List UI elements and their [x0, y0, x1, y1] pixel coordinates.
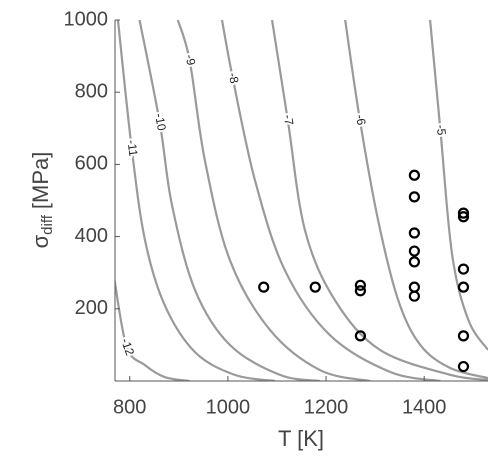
data-point: [457, 211, 470, 223]
data-point: [457, 263, 470, 275]
data-point: [354, 330, 366, 342]
data-point: [457, 207, 470, 219]
data-point: [408, 191, 420, 203]
y-tick-label: 1000: [64, 8, 109, 30]
contour-line: [176, 20, 371, 381]
y-tick-label: 600: [75, 153, 108, 175]
x-tick-label: 1400: [402, 396, 447, 418]
data-point: [408, 256, 420, 268]
contour-layer: [115, 20, 488, 381]
contour-label: -8: [226, 71, 242, 85]
contour-label: -12: [118, 336, 137, 357]
contour-line: [270, 20, 488, 381]
contour-label: -9: [183, 53, 199, 66]
contour-label-layer: -12 -11 -10 -9 -8 -7 -6 -5: [116, 51, 451, 359]
contour-line: [428, 20, 488, 351]
data-point: [258, 281, 270, 293]
x-axis-title: T [K]: [278, 426, 324, 451]
y-axis-unit: [MPa]: [28, 152, 53, 209]
y-tick-label: 200: [75, 297, 108, 319]
scatter-layer: [258, 169, 470, 373]
data-point: [408, 245, 420, 257]
contour-label: -7: [281, 114, 297, 127]
data-point: [408, 169, 420, 181]
contour-label: -5: [434, 124, 449, 136]
contour-line: [138, 20, 321, 381]
data-point: [408, 227, 420, 239]
data-point: [408, 290, 420, 302]
y-axis-subscript: diff: [39, 214, 56, 235]
x-tick-label: 800: [113, 396, 146, 418]
contour-label: -11: [125, 139, 141, 157]
y-axis-symbol: σ: [28, 234, 53, 248]
data-point: [354, 285, 366, 297]
contour-line: [116, 20, 276, 381]
x-tick-label: 1200: [304, 396, 349, 418]
contour-label: -10: [152, 112, 169, 132]
data-point: [408, 281, 420, 293]
axes: 800 1000 1200 1400 200 400 600 800 1000: [64, 8, 488, 418]
contour-line: [115, 279, 190, 381]
y-tick-label: 400: [75, 225, 108, 247]
contour-line: [344, 20, 488, 380]
data-point: [309, 281, 321, 293]
y-tick-label: 800: [75, 80, 108, 102]
y-axis-title: σdiff [MPa]: [28, 152, 56, 249]
data-point: [457, 360, 470, 373]
data-point: [457, 281, 470, 293]
data-point: [457, 330, 470, 342]
contour-line: [220, 20, 441, 381]
x-tick-label: 1000: [206, 396, 251, 418]
contour-label: -6: [353, 113, 369, 126]
data-point: [354, 279, 366, 291]
